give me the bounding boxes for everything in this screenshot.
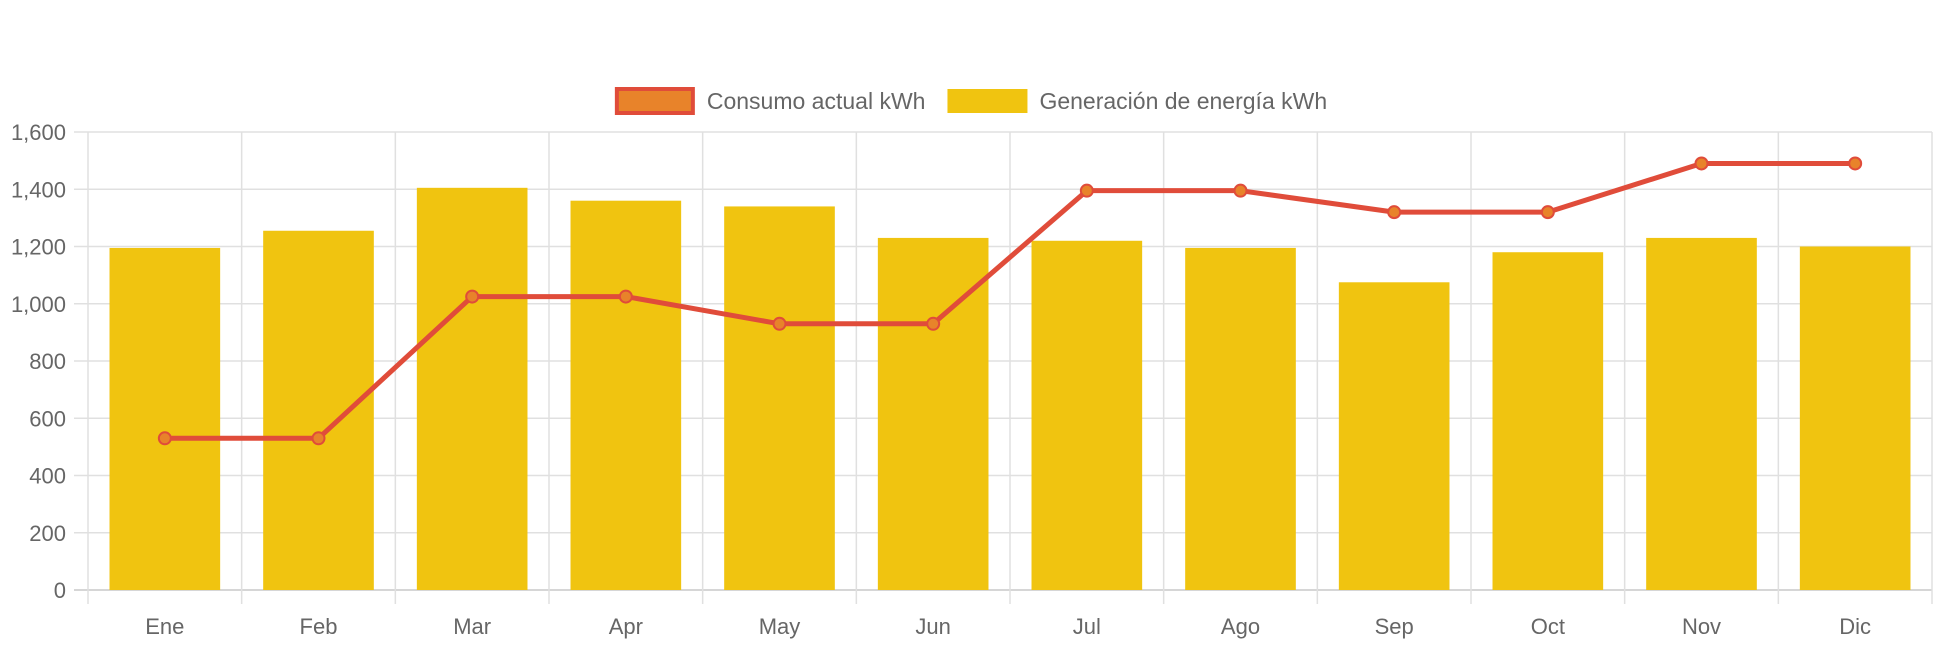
x-tick-label: Jun	[915, 614, 950, 639]
x-tick-label: Apr	[609, 614, 643, 639]
bar-ene[interactable]	[109, 247, 221, 590]
x-tick-label: May	[759, 614, 801, 639]
point-feb[interactable]	[311, 431, 326, 446]
y-tick-label: 1,200	[11, 235, 66, 260]
y-tick-label: 200	[29, 521, 66, 546]
x-tick-label: Jul	[1073, 614, 1101, 639]
bar-ago[interactable]	[1185, 247, 1296, 590]
consumption-line	[162, 160, 1858, 441]
x-tick-label: Sep	[1375, 614, 1414, 639]
x-tick-label: Oct	[1531, 614, 1565, 639]
y-tick-label: 1,000	[11, 292, 66, 317]
point-apr[interactable]	[618, 289, 633, 304]
y-tick-label: 800	[29, 349, 66, 374]
bar-series	[109, 187, 1911, 591]
legend-swatch-consumo[interactable]	[614, 87, 695, 115]
x-tick-label: Ago	[1221, 614, 1260, 639]
y-tick-label: 600	[29, 406, 66, 431]
point-jul[interactable]	[1079, 183, 1094, 198]
legend-label: Generación de energía kWh	[1039, 88, 1327, 114]
bar-nov[interactable]	[1646, 237, 1757, 590]
y-tick-label: 1,400	[11, 177, 66, 202]
point-may[interactable]	[772, 316, 787, 331]
x-tick-label: Feb	[300, 614, 338, 639]
bar-sep[interactable]	[1338, 282, 1450, 590]
y-tick-label: 400	[29, 464, 66, 489]
point-oct[interactable]	[1540, 205, 1555, 220]
x-tick-label: Ene	[145, 614, 184, 639]
y-tick-label: 1,600	[11, 120, 66, 145]
point-ago[interactable]	[1233, 183, 1248, 198]
bar-may[interactable]	[724, 206, 835, 591]
bar-mar[interactable]	[416, 187, 528, 590]
x-tick-label: Nov	[1682, 614, 1721, 639]
bar-oct[interactable]	[1492, 252, 1604, 590]
bar-jun[interactable]	[877, 237, 989, 590]
legend[interactable]: Consumo actual kWh Generación de energía …	[614, 87, 1327, 115]
grid	[74, 131, 1933, 604]
y-tick-label: 0	[54, 578, 66, 603]
x-tick-label: Dic	[1839, 614, 1871, 639]
point-jun[interactable]	[926, 316, 941, 331]
point-dic[interactable]	[1848, 156, 1863, 171]
point-sep[interactable]	[1387, 205, 1402, 220]
bar-dic[interactable]	[1799, 246, 1911, 591]
bar-apr[interactable]	[570, 200, 682, 590]
line-series	[157, 156, 1863, 446]
bar-feb[interactable]	[263, 230, 374, 590]
bar-jul[interactable]	[1031, 240, 1143, 590]
point-mar[interactable]	[465, 289, 480, 304]
x-tick-label: Mar	[453, 614, 491, 639]
legend-swatch-generacion[interactable]	[947, 89, 1028, 113]
axes: 0 200 400 600 800 1,000 1,200 1,400 1,600 Ene Feb M…	[11, 120, 1871, 639]
point-ene[interactable]	[157, 431, 172, 446]
legend-label: Consumo actual kWh	[707, 88, 926, 114]
point-nov[interactable]	[1694, 156, 1709, 171]
